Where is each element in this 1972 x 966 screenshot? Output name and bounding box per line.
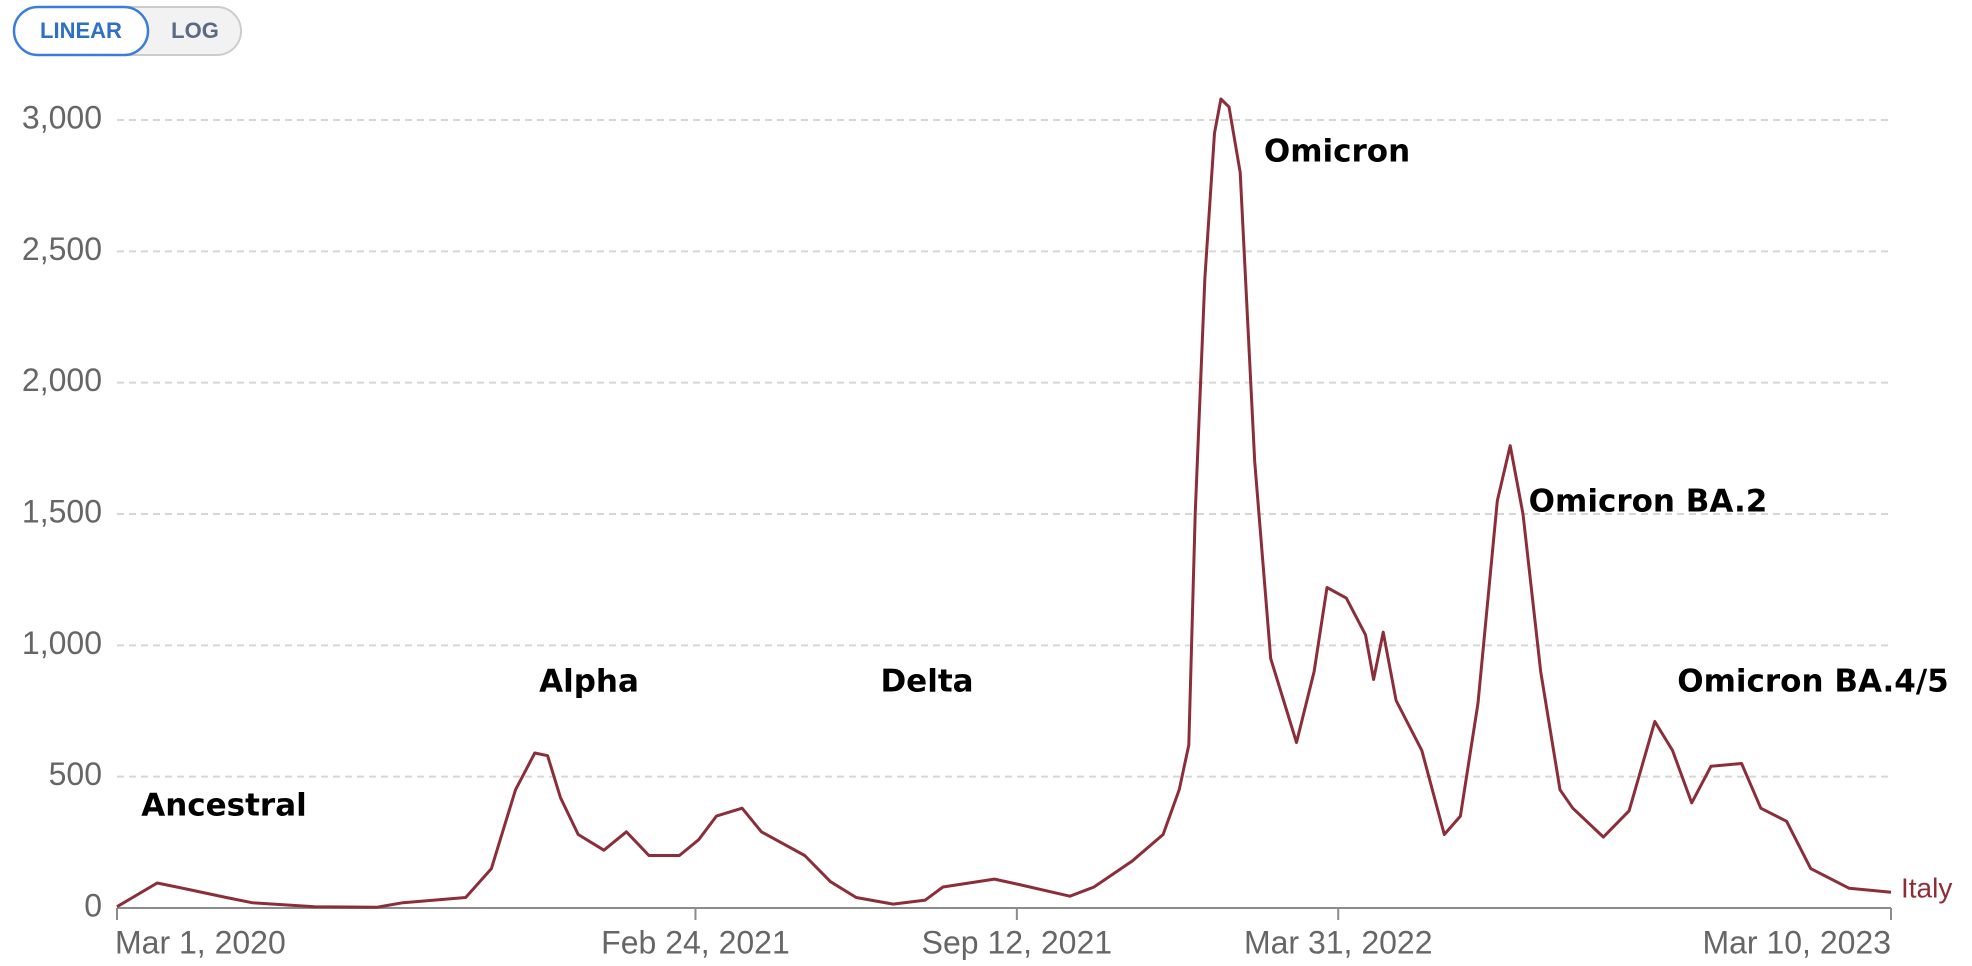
y-tick-label: 500 xyxy=(49,756,102,792)
y-tick-label: 1,500 xyxy=(22,493,102,529)
annotation: Alpha xyxy=(539,664,639,700)
y-tick-label: 1,000 xyxy=(22,625,102,661)
y-tick-label: 0 xyxy=(84,887,102,923)
annotation: Delta xyxy=(880,664,973,700)
log-button-label[interactable]: LOG xyxy=(171,18,219,43)
annotation: Omicron BA.4/5 xyxy=(1677,664,1949,700)
y-tick-label: 2,500 xyxy=(22,231,102,267)
x-tick-label: Mar 10, 2023 xyxy=(1702,924,1891,960)
x-tick-label: Feb 24, 2021 xyxy=(601,924,790,960)
x-tick-label: Mar 1, 2020 xyxy=(115,924,286,960)
y-tick-label: 2,000 xyxy=(22,362,102,398)
x-tick-label: Mar 31, 2022 xyxy=(1244,924,1433,960)
x-tick-label: Sep 12, 2021 xyxy=(922,924,1112,960)
linear-button-label[interactable]: LINEAR xyxy=(40,18,122,43)
y-tick-label: 3,000 xyxy=(22,99,102,135)
annotation: Ancestral xyxy=(141,788,307,824)
linear-button[interactable] xyxy=(12,5,150,57)
annotation: Omicron xyxy=(1264,134,1410,170)
series-label: Italy xyxy=(1901,873,1952,904)
series-line xyxy=(116,97,1892,909)
